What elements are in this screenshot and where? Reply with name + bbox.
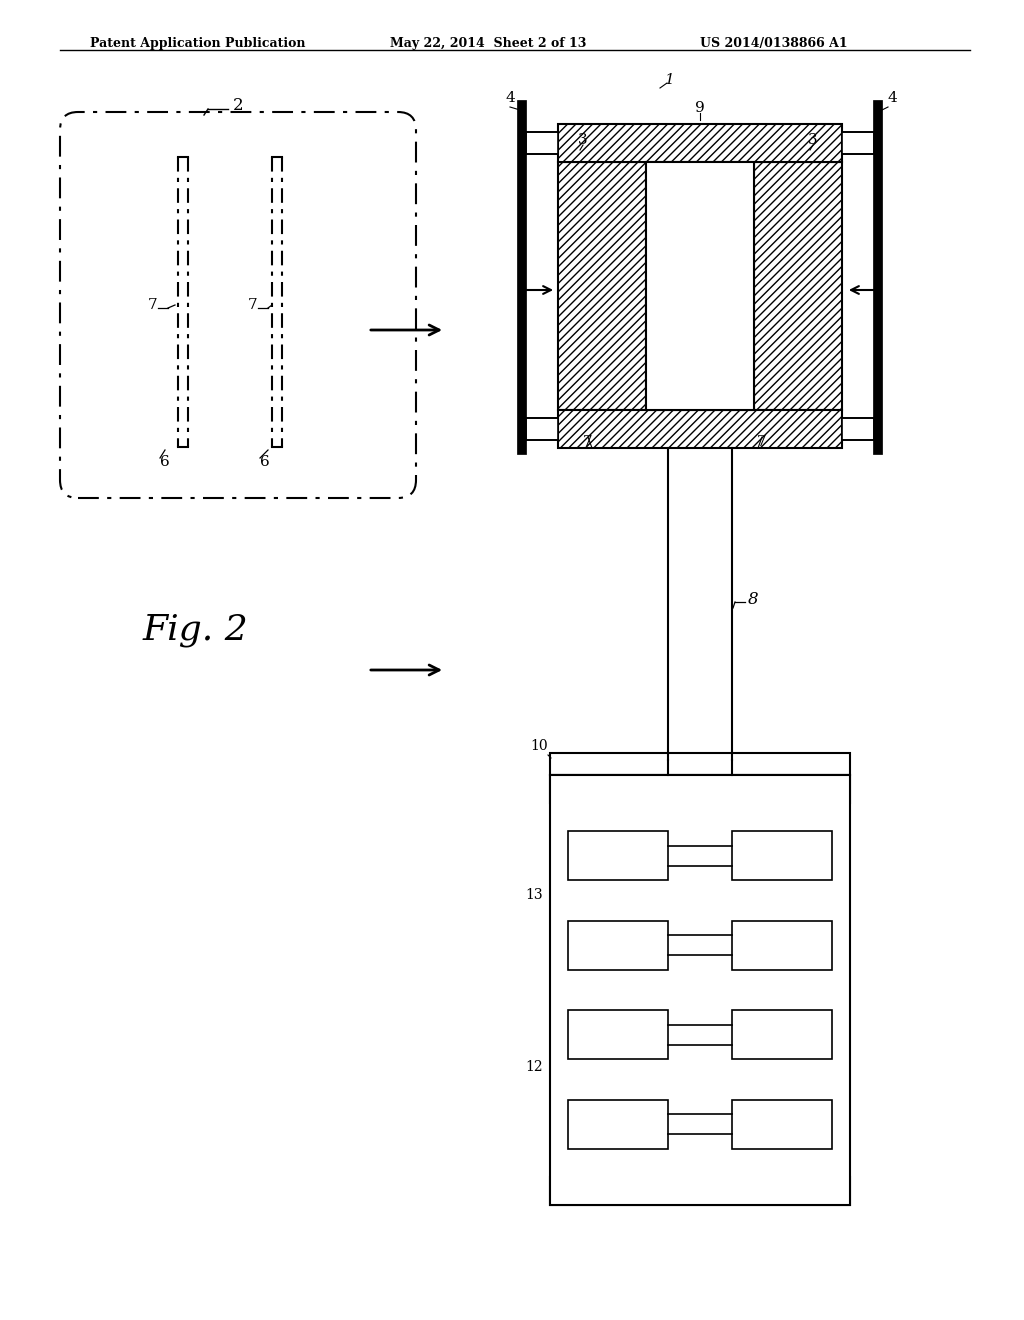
- Text: May 22, 2014  Sheet 2 of 13: May 22, 2014 Sheet 2 of 13: [390, 37, 587, 50]
- Text: 7: 7: [584, 436, 593, 449]
- Text: 7: 7: [148, 298, 158, 312]
- Text: Patent Application Publication: Patent Application Publication: [90, 37, 305, 50]
- Bar: [550, 1177, 850, 1205]
- Text: 2: 2: [233, 98, 244, 115]
- Text: 12: 12: [525, 1060, 543, 1074]
- Bar: [568, 832, 669, 880]
- Text: 7: 7: [757, 436, 767, 449]
- Text: 3: 3: [579, 133, 588, 147]
- Text: 6: 6: [260, 455, 269, 469]
- Bar: [558, 411, 842, 447]
- Bar: [526, 132, 558, 154]
- Bar: [568, 1100, 669, 1148]
- Bar: [526, 418, 558, 440]
- Bar: [558, 411, 842, 447]
- Text: 10: 10: [530, 739, 548, 752]
- Bar: [754, 162, 842, 411]
- Bar: [568, 920, 669, 970]
- Bar: [550, 775, 850, 803]
- Bar: [754, 162, 842, 411]
- FancyBboxPatch shape: [60, 112, 416, 498]
- Bar: [558, 162, 646, 411]
- Text: 4: 4: [505, 91, 515, 106]
- Text: 13: 13: [525, 888, 543, 903]
- Bar: [842, 132, 874, 154]
- Bar: [550, 752, 850, 775]
- Bar: [550, 775, 850, 1205]
- Bar: [732, 1100, 831, 1148]
- Bar: [550, 775, 850, 803]
- Text: 1: 1: [666, 73, 675, 87]
- Bar: [842, 418, 874, 440]
- Text: 3: 3: [808, 133, 818, 147]
- Text: 4: 4: [887, 91, 897, 106]
- Text: 6: 6: [160, 455, 170, 469]
- Text: 7: 7: [248, 298, 258, 312]
- Bar: [550, 1177, 850, 1205]
- Bar: [732, 920, 831, 970]
- Bar: [558, 124, 842, 162]
- Bar: [732, 832, 831, 880]
- Bar: [732, 1010, 831, 1060]
- Bar: [558, 162, 646, 411]
- Bar: [568, 1010, 669, 1060]
- Text: Fig. 2: Fig. 2: [142, 612, 248, 647]
- Text: 9: 9: [695, 102, 705, 115]
- Text: US 2014/0138866 A1: US 2014/0138866 A1: [700, 37, 848, 50]
- Bar: [558, 124, 842, 162]
- Text: 8: 8: [748, 591, 759, 609]
- Bar: [646, 162, 754, 411]
